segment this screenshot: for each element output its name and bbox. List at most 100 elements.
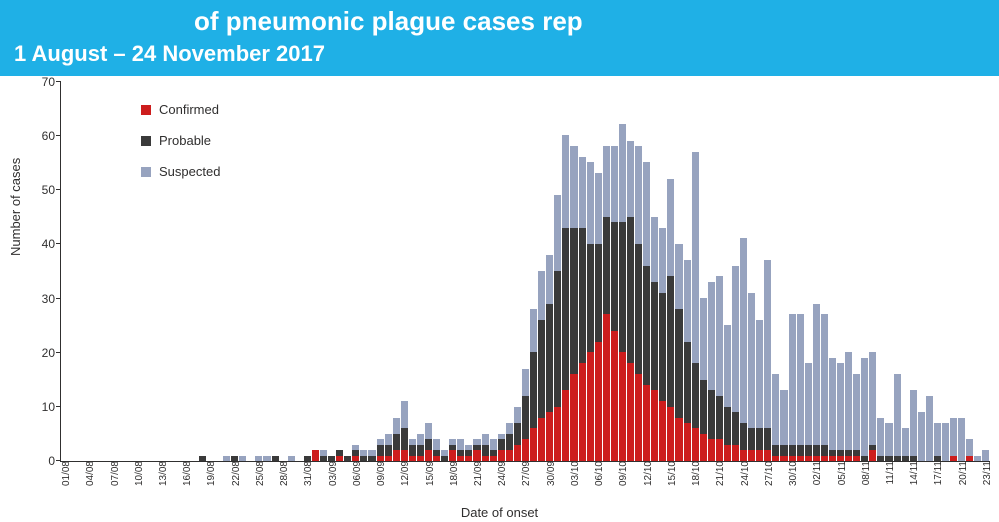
- bar-segment-confirmed: [482, 456, 489, 461]
- bar-segment-confirmed: [764, 450, 771, 461]
- bar-column: 15/09: [425, 423, 432, 461]
- bar-column: [433, 439, 440, 461]
- x-tick-label: 15/09: [425, 461, 436, 486]
- bar-segment-probable: [570, 228, 577, 375]
- x-axis-label: Date of onset: [0, 505, 999, 520]
- bar-segment-probable: [708, 390, 715, 439]
- y-tick-label: 60: [25, 129, 55, 143]
- bar-segment-confirmed: [457, 456, 464, 461]
- bar-segment-suspected: [684, 260, 691, 341]
- bar-segment-probable: [377, 445, 384, 456]
- bar-segment-suspected: [530, 309, 537, 352]
- bar-column: [393, 418, 400, 461]
- bar-column: [530, 309, 537, 461]
- bar-segment-suspected: [603, 146, 610, 217]
- bar-segment-suspected: [974, 456, 981, 461]
- bar-column: [902, 428, 909, 461]
- bar-column: 03/09: [328, 456, 335, 461]
- bar-column: [772, 374, 779, 461]
- x-tick-label: 19/08: [206, 461, 217, 486]
- bar-segment-confirmed: [716, 439, 723, 461]
- bar-column: [490, 439, 497, 461]
- bar-column: 03/10: [570, 146, 577, 461]
- bar-segment-suspected: [288, 456, 295, 461]
- bar-segment-confirmed: [611, 331, 618, 461]
- bar-segment-probable: [344, 456, 351, 461]
- bar-segment-suspected: [772, 374, 779, 445]
- bar-column: 27/09: [522, 369, 529, 461]
- banner-title-line1: of pneumonic plague cases rep: [194, 6, 985, 37]
- bar-segment-probable: [675, 309, 682, 418]
- bar-column: [877, 418, 884, 461]
- bar-segment-confirmed: [554, 407, 561, 461]
- bar-segment-suspected: [934, 423, 941, 456]
- bar-segment-confirmed: [853, 456, 860, 461]
- x-tick-label: 09/09: [376, 461, 387, 486]
- bar-segment-probable: [667, 276, 674, 406]
- bar-segment-confirmed: [587, 352, 594, 461]
- bar-segment-probable: [417, 445, 424, 456]
- bar-column: 27/10: [764, 260, 771, 461]
- bar-column: [199, 456, 206, 461]
- bar-column: 23/11: [982, 450, 989, 461]
- bar-segment-suspected: [385, 434, 392, 445]
- bar-segment-confirmed: [780, 456, 787, 461]
- bar-segment-suspected: [764, 260, 771, 428]
- bar-segment-confirmed: [336, 456, 343, 461]
- bar-segment-confirmed: [692, 428, 699, 461]
- bar-column: [465, 445, 472, 461]
- bar-column: [385, 434, 392, 461]
- bar-segment-suspected: [885, 423, 892, 456]
- bar-segment-probable: [789, 445, 796, 456]
- bar-segment-suspected: [554, 195, 561, 271]
- bar-column: [239, 456, 246, 461]
- bar-segment-suspected: [910, 390, 917, 455]
- bar-column: [918, 412, 925, 461]
- bar-segment-suspected: [223, 456, 230, 461]
- bar-column: 14/11: [910, 390, 917, 461]
- x-tick-label: 27/10: [764, 461, 775, 486]
- bar-column: [457, 439, 464, 461]
- header-banner: of pneumonic plague cases rep 1 August –…: [0, 0, 999, 76]
- bar-column: 15/10: [667, 179, 674, 461]
- bar-segment-suspected: [958, 418, 965, 461]
- bar-column: [659, 228, 666, 461]
- bar-segment-confirmed: [732, 445, 739, 461]
- bar-column: [821, 314, 828, 461]
- bar-segment-confirmed: [659, 401, 666, 461]
- bar-column: [312, 450, 319, 461]
- bar-column: 25/08: [255, 456, 262, 461]
- bar-column: [974, 456, 981, 461]
- bar-segment-confirmed: [643, 385, 650, 461]
- bar-column: 18/09: [449, 439, 456, 461]
- bar-column: [263, 456, 270, 461]
- x-tick-label: 14/11: [909, 461, 920, 485]
- bar-column: 09/09: [377, 439, 384, 461]
- bar-segment-suspected: [490, 439, 497, 450]
- bar-column: [700, 298, 707, 461]
- bar-segment-suspected: [263, 456, 270, 461]
- bar-segment-suspected: [902, 428, 909, 455]
- bar-segment-suspected: [724, 325, 731, 406]
- bar-segment-confirmed: [546, 412, 553, 461]
- bar-column: [845, 352, 852, 461]
- x-tick-label: 12/10: [643, 461, 654, 486]
- x-tick-label: 11/11: [885, 461, 896, 485]
- bar-segment-suspected: [514, 407, 521, 423]
- bar-segment-confirmed: [772, 456, 779, 461]
- bar-segment-probable: [554, 271, 561, 407]
- bar-segment-suspected: [837, 363, 844, 450]
- bar-segment-suspected: [950, 418, 957, 456]
- bar-segment-confirmed: [829, 456, 836, 461]
- bar-column: 12/09: [401, 401, 408, 461]
- bar-segment-confirmed: [449, 450, 456, 461]
- y-tick-label: 70: [25, 75, 55, 89]
- bar-segment-suspected: [538, 271, 545, 320]
- bar-column: [288, 456, 295, 461]
- bar-column: [869, 352, 876, 461]
- bar-column: [409, 439, 416, 461]
- bar-segment-confirmed: [562, 390, 569, 461]
- bar-column: [942, 423, 949, 461]
- bar-segment-confirmed: [708, 439, 715, 461]
- bar-column: 12/10: [643, 162, 650, 461]
